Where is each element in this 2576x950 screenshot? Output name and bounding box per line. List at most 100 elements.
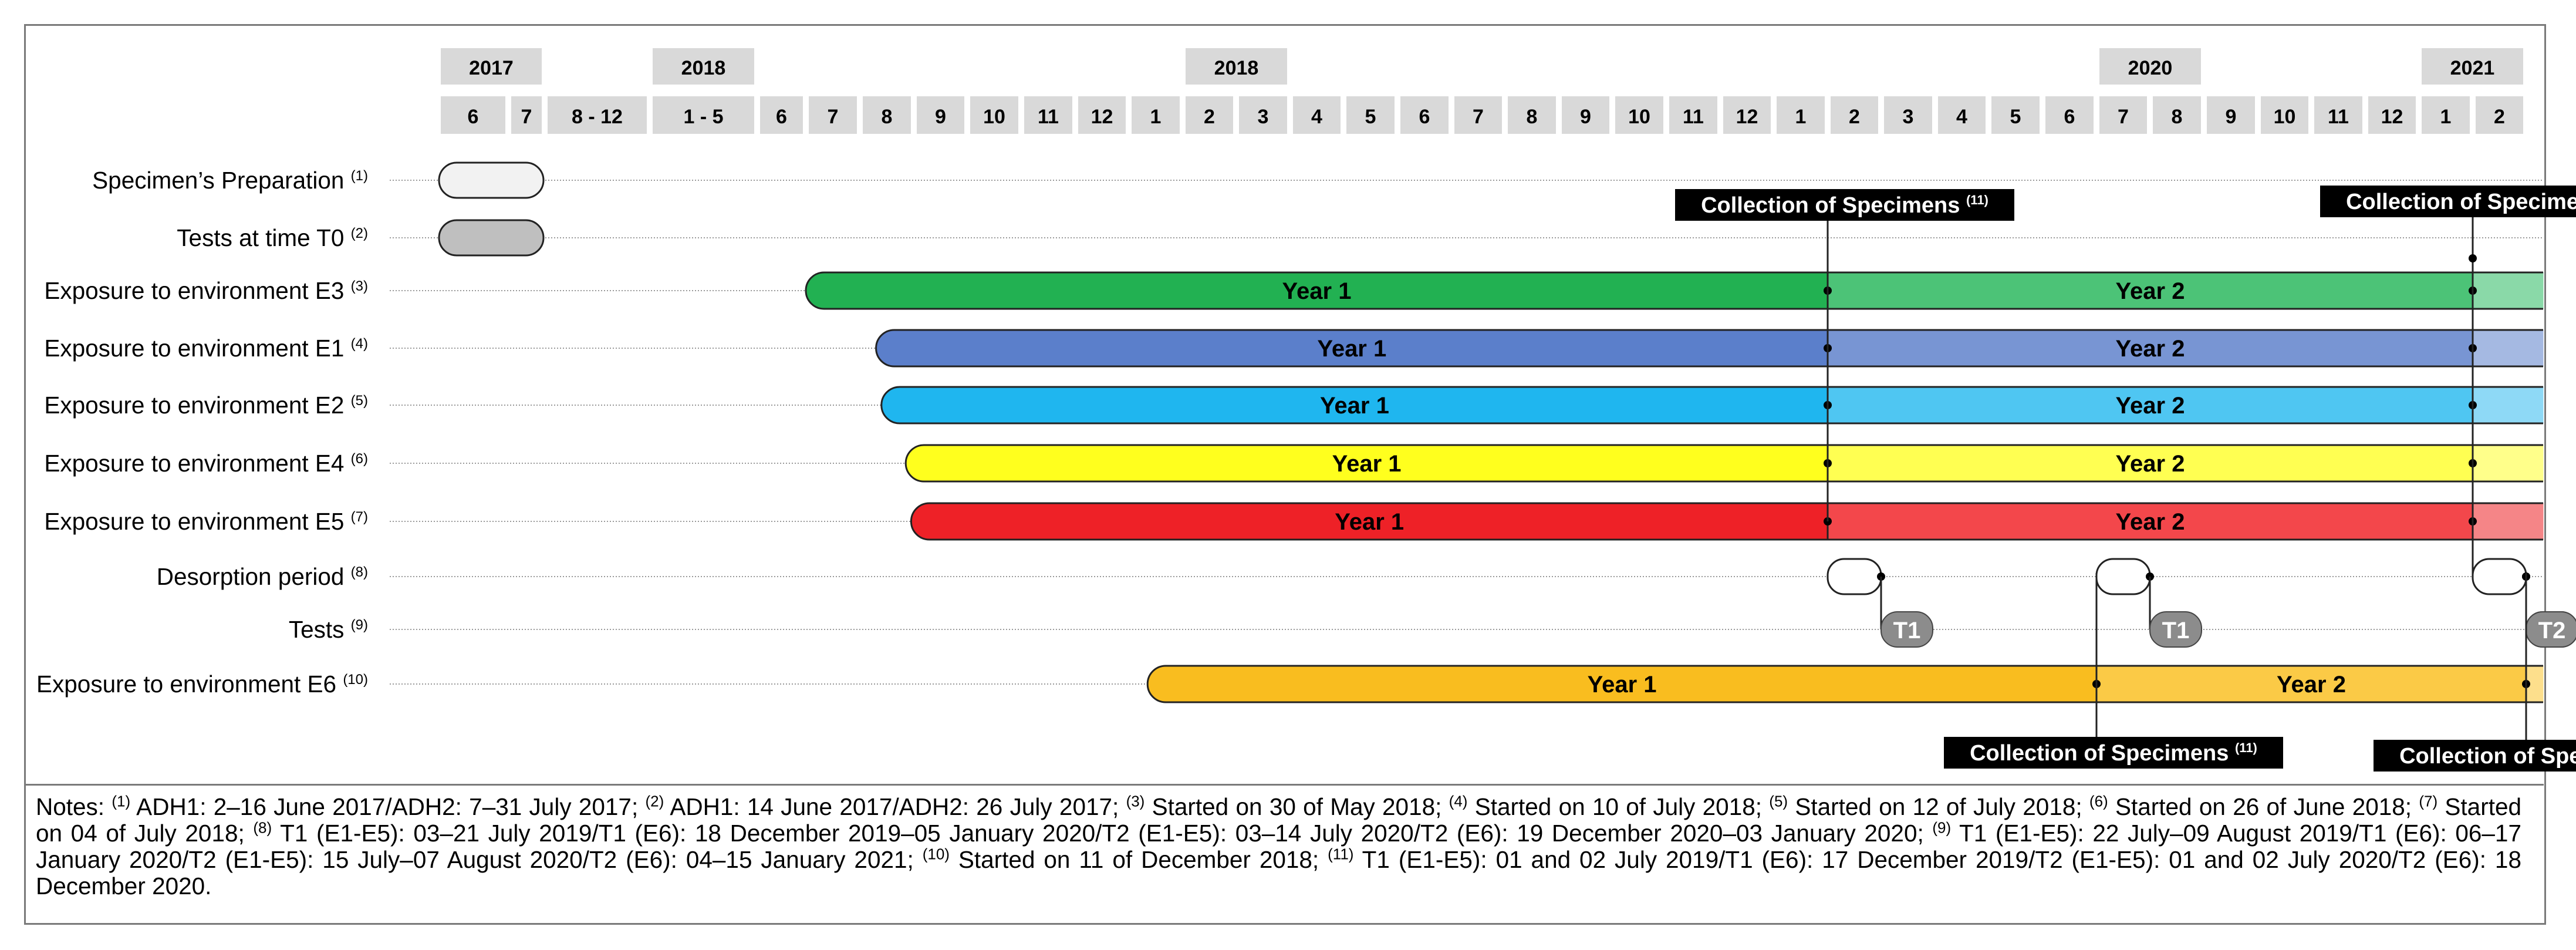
exposure-bar: Year 1 Year 2 xyxy=(1146,665,2544,703)
month-cell xyxy=(1777,96,1825,134)
figure-frame xyxy=(24,24,2546,925)
month-label: 4 xyxy=(1311,106,1322,128)
exposure-bar: Year 1 Year 2 xyxy=(805,271,2544,310)
row-label: Tests (9) xyxy=(289,616,368,643)
note-text: ADH1: 14 June 2017/ADH2: 26 July 2017; xyxy=(664,793,1126,820)
row-label: Exposure to environment E1 (4) xyxy=(44,335,368,362)
month-label: 11 xyxy=(2328,106,2349,128)
bar-year2-segment xyxy=(1827,329,2474,368)
bar-year1-segment xyxy=(875,329,1829,368)
note-ref: (11) xyxy=(1328,845,1354,863)
row-label: Exposure to environment E3 (3) xyxy=(44,277,368,304)
month-label: 2 xyxy=(1849,106,1860,128)
exposure-bars: Year 1 Year 2 Year 1 Year 2 Year 1 Year 2 Year… xyxy=(438,161,2544,703)
bar-year1-label: Year 1 xyxy=(1588,672,1657,698)
month-cell xyxy=(2314,96,2362,134)
bar-year2-segment xyxy=(1827,386,2474,425)
collection-label-box xyxy=(2374,740,2576,772)
pill-bar xyxy=(438,161,545,199)
month-label: 2 xyxy=(2494,106,2505,128)
bar-year1-segment xyxy=(910,502,1829,541)
note-text: Started on 30 of May 2018; xyxy=(1144,793,1449,820)
month-cell xyxy=(809,96,857,134)
exposure-bar: Year 1 Year 2 xyxy=(910,502,2544,541)
month-label: 12 xyxy=(1091,106,1113,128)
bar-year1-label: Year 1 xyxy=(1335,509,1404,535)
bar-year3-segment xyxy=(2472,444,2544,482)
month-cell xyxy=(1562,96,1609,134)
collection-label: Collection of Specimens (11) xyxy=(2399,743,2576,769)
month-label: 1 - 5 xyxy=(683,106,723,128)
month-label: 3 xyxy=(1903,106,1914,128)
desorption-pill xyxy=(1827,558,1882,595)
note-ref: (10) xyxy=(922,845,950,863)
row-label: Exposure to environment E4 (6) xyxy=(44,450,368,477)
collection-label: Collection of Specimens (11) xyxy=(1970,740,2257,766)
bar-year1-segment xyxy=(880,386,1829,425)
row-labels: Specimen’s Preparation (1) Tests at time … xyxy=(36,167,368,698)
month-cell xyxy=(1508,96,1556,134)
year-cell xyxy=(1186,48,1287,85)
bar-year2-label: Year 2 xyxy=(2116,393,2185,419)
bar-year3-segment xyxy=(2472,503,2544,540)
collection-dot xyxy=(2469,254,2477,262)
desorption-periods: T1T1T2T2 xyxy=(1827,558,2576,648)
exposure-bar: Year 1 Year 2 xyxy=(880,386,2544,425)
bar-year1-label: Year 1 xyxy=(1332,451,1402,477)
month-label: 9 xyxy=(935,106,946,128)
bar-year2-label: Year 2 xyxy=(2116,451,2185,477)
year-cell xyxy=(2422,48,2523,85)
exposure-bar: Year 1 Year 2 xyxy=(875,329,2544,368)
month-label: 1 xyxy=(1795,106,1807,128)
month-cell xyxy=(1024,96,1072,134)
note-ref: (9) xyxy=(1932,818,1952,837)
month-label: 6 xyxy=(776,106,787,128)
month-cell xyxy=(1239,96,1287,134)
month-cell xyxy=(917,96,964,134)
month-label: 11 xyxy=(1683,106,1704,128)
month-cell xyxy=(441,96,505,134)
month-label: 8 xyxy=(2172,106,2183,128)
footnotes: Notes: (1) ADH1: 2–16 June 2017/ADH2: 7–… xyxy=(36,794,2521,900)
bar-year2-label: Year 2 xyxy=(2277,672,2346,698)
note-text: T1 (E1-E5): 22 July–09 August 2019/T1 (E… xyxy=(36,820,2521,873)
year-cell xyxy=(2099,48,2201,85)
note-ref: (3) xyxy=(1126,792,1145,810)
month-label: 4 xyxy=(1956,106,1967,128)
month-label: 6 xyxy=(2064,106,2075,128)
note-text: Started on 12 of July 2018; xyxy=(1788,793,2089,820)
month-label: 10 xyxy=(1628,106,1650,128)
month-cell xyxy=(2261,96,2308,134)
row-label: Exposure to environment E6 (10) xyxy=(36,671,368,698)
month-label: 8 xyxy=(1527,106,1538,128)
bar-year2-label: Year 2 xyxy=(2116,509,2185,535)
note-text: Started on 10 of July 2018; xyxy=(1467,793,1770,820)
note-text: T1 (E1-E5): 03–21 July 2019/T1 (E6): 18 … xyxy=(272,820,1933,847)
month-cell xyxy=(1884,96,1932,134)
month-label: 2 xyxy=(1204,106,1215,128)
bar-year1-segment xyxy=(805,271,1829,310)
bar-year2-segment xyxy=(1827,502,2474,541)
month-cell xyxy=(1831,96,1878,134)
pill-bar xyxy=(438,219,545,257)
collection-markers: Collection of Specimens (11) Collection o… xyxy=(1675,186,2576,772)
month-label: 12 xyxy=(1736,106,1758,128)
test-badge-label: T2 xyxy=(2538,618,2566,644)
bar-year1-segment xyxy=(904,444,1829,483)
desorption-pill xyxy=(2095,558,2151,595)
collection-label-box xyxy=(1675,189,2014,221)
note-ref: (8) xyxy=(253,818,272,837)
month-label: 9 xyxy=(2226,106,2237,128)
month-label: 8 - 12 xyxy=(572,106,623,128)
row-label: Specimen’s Preparation (1) xyxy=(92,167,368,194)
collection-label: Collection of Specimens (11) xyxy=(1701,193,1988,218)
month-label: 5 xyxy=(1365,106,1376,128)
exposure-bar: Year 1 Year 2 xyxy=(904,444,2544,483)
month-cell xyxy=(760,96,803,134)
month-cell xyxy=(2207,96,2255,134)
note-text: Started on 04 of July 2018; xyxy=(36,793,2521,847)
month-cell xyxy=(511,96,542,134)
note-text: Started on 11 of December 2018; xyxy=(949,846,1328,873)
month-cell xyxy=(1454,96,1502,134)
